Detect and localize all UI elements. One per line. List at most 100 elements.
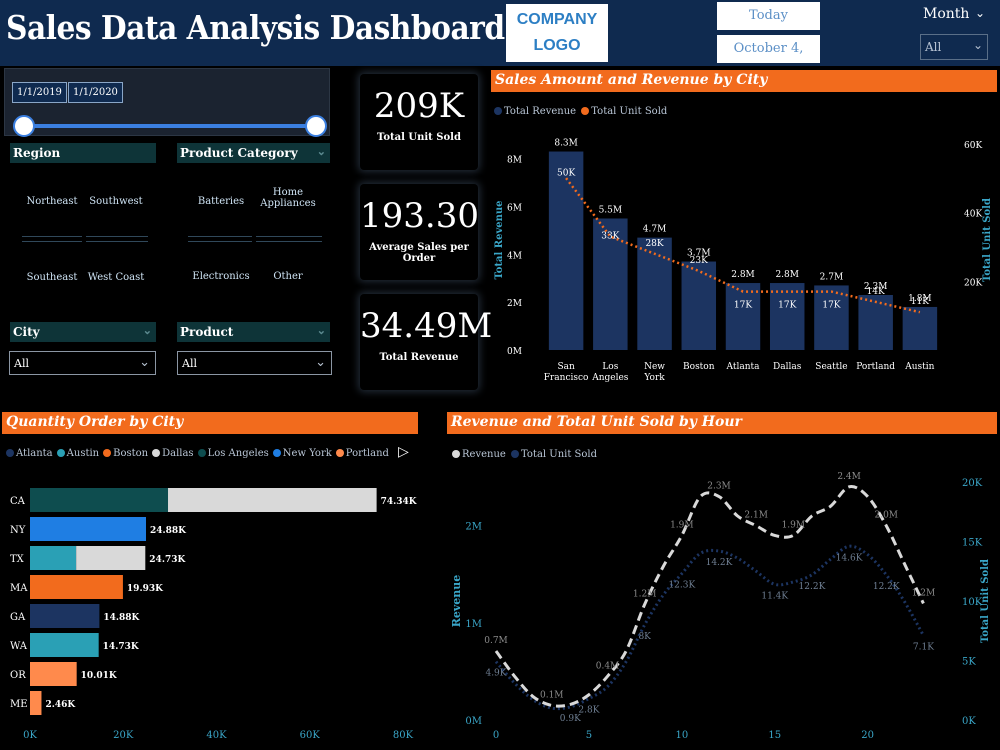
legend-item[interactable]: Total Revenue: [504, 106, 577, 117]
bar-data-label: 4.7M: [643, 225, 667, 235]
legend-swatch: [197, 449, 206, 457]
x-tick-label: 20K: [113, 730, 134, 741]
company-logo: COMPANY LOGO: [506, 4, 608, 62]
legend-swatch: [6, 449, 14, 457]
legend-item[interactable]: Austin: [66, 448, 100, 459]
region-tile-west-coast[interactable]: West Coast: [87, 272, 145, 283]
line-revenue: [494, 485, 925, 708]
region-tile-southeast[interactable]: Southeast: [26, 272, 78, 283]
legend-swatch: [272, 449, 281, 457]
x-tick-label: Seattle: [815, 362, 847, 372]
region-title: Region: [13, 146, 61, 160]
tile-divider: [86, 241, 148, 242]
line-unit-sold: [494, 544, 925, 711]
x-tick-label: Portland: [856, 362, 895, 372]
y-tick-label: 0M: [465, 716, 482, 727]
category-tile-home-appliances[interactable]: Home Appliances: [260, 187, 316, 209]
product-header: Product ⌄: [177, 322, 330, 342]
category-tile-other[interactable]: Other: [273, 271, 303, 282]
start-date-input[interactable]: 1/1/2019: [12, 82, 67, 103]
slider-start-handle[interactable]: [13, 115, 35, 137]
end-date-input[interactable]: 1/1/2020: [68, 82, 123, 103]
legend-item[interactable]: Revenue: [462, 449, 506, 460]
legend-swatch: [511, 450, 520, 458]
point-data-label: 1.2M: [633, 589, 657, 599]
y2-axis-title: Total Unit Sold: [982, 198, 993, 282]
chevron-down-icon[interactable]: ⌄: [316, 145, 326, 158]
legend-item[interactable]: New York: [282, 448, 332, 459]
product-dropdown-value: All: [182, 357, 197, 370]
legend-swatch: [494, 107, 502, 115]
chart-city-revenue[interactable]: 0M 2M 4M 6M 8M 20K 40K 60K Total Revenue Total Un…: [488, 120, 998, 400]
y-tick-label: OR: [10, 670, 26, 681]
x-tick-label: Atlanta: [726, 362, 761, 372]
line-data-label: 33K: [601, 231, 619, 241]
play-arrow-icon[interactable]: ▷: [398, 444, 409, 460]
chart-hourly-trend[interactable]: 0M 1M 2M 0K 5K 10K 15K 20K 0 5 10 15 20 Revenue Total …: [440, 466, 1000, 750]
y2-tick-label: 5K: [962, 657, 976, 668]
product-dropdown[interactable]: All ⌄: [177, 351, 332, 375]
x-tick-label: 15: [768, 730, 781, 741]
chevron-down-icon[interactable]: ⌄: [316, 324, 326, 337]
city-title: City: [13, 325, 40, 339]
y-tick-label: 8M: [507, 156, 522, 166]
category-header: Product Category ⌄: [177, 143, 330, 163]
point-data-label: 12.2K: [873, 582, 900, 592]
tile-divider: [188, 241, 252, 242]
point-data-label: 0.4M: [596, 661, 620, 671]
chevron-down-icon[interactable]: ⌄: [975, 6, 986, 20]
y-axis-title: Revenue: [450, 575, 463, 628]
chart-quantity-by-state[interactable]: CA 74.34K NY 24.88K TX 24.73K MA 19.93K GA 14.88K…: [0, 478, 430, 750]
bar-data-label: 8.3M: [554, 139, 578, 149]
month-dropdown[interactable]: All ⌄: [920, 34, 988, 60]
region-tile-northeast[interactable]: Northeast: [26, 196, 78, 207]
city-dropdown[interactable]: All ⌄: [9, 351, 156, 375]
point-data-label: 8K: [638, 632, 651, 642]
y2-tick-label: 10K: [962, 597, 983, 608]
legend-item[interactable]: Dallas: [162, 448, 194, 459]
point-data-label: 7.1K: [913, 643, 934, 653]
line-data-label: 50K: [557, 169, 575, 179]
legend-item[interactable]: Total Unit Sold: [591, 106, 668, 117]
chart-quantity-legend: Atlanta Austin Boston Dallas Los Angeles New …: [6, 448, 389, 459]
tile-divider: [86, 236, 148, 237]
point-data-label: 0.1M: [540, 690, 564, 700]
y2-tick-label: 60K: [964, 141, 982, 151]
y-tick-label: 0M: [507, 347, 522, 357]
point-data-label: 12.2K: [799, 582, 826, 592]
chevron-down-icon[interactable]: ⌄: [142, 324, 152, 337]
point-data-label: 2.4M: [837, 472, 861, 482]
date-slider-track[interactable]: [22, 124, 314, 128]
region-tile-southwest[interactable]: Southwest: [89, 196, 143, 207]
point-data-label: 2.8K: [578, 706, 599, 716]
product-title: Product: [180, 325, 234, 339]
bar-data-label: 2.3M: [864, 282, 888, 292]
kpi-label: Total Revenue: [379, 352, 459, 363]
slider-end-handle[interactable]: [305, 115, 327, 137]
bar-segment: [30, 575, 123, 599]
legend-item[interactable]: Boston: [113, 448, 149, 459]
x-tick-label: Boston: [683, 362, 715, 372]
y2-tick-label: 20K: [964, 278, 982, 288]
point-data-label: 14.6K: [836, 553, 863, 563]
point-data-label: 2.0M: [874, 511, 898, 521]
kpi-value: 193.30: [360, 196, 479, 236]
y-tick-label: 2M: [465, 522, 482, 533]
category-tile-batteries[interactable]: Batteries: [197, 196, 245, 207]
tile-divider: [188, 236, 252, 237]
chart-hour-legend: Revenue Total Unit Sold: [452, 449, 597, 460]
category-tile-electronics[interactable]: Electronics: [192, 271, 250, 282]
bar-data-label: 3.7M: [687, 249, 711, 259]
bar-segment: [30, 488, 169, 512]
bar-revenue: [548, 151, 584, 350]
legend-item[interactable]: Los Angeles: [207, 448, 269, 459]
point-data-label: 11.4K: [761, 591, 788, 601]
bar-segment: [168, 488, 377, 512]
x-tick-label: 0K: [23, 730, 37, 741]
x-tick-label: 60K: [300, 730, 321, 741]
bar-revenue: [681, 261, 717, 350]
legend-item[interactable]: Total Unit Sold: [521, 449, 598, 460]
legend-item[interactable]: Portland: [345, 448, 389, 459]
legend-item[interactable]: Atlanta: [16, 448, 53, 459]
today-date: October 4, 2023: [717, 35, 820, 84]
